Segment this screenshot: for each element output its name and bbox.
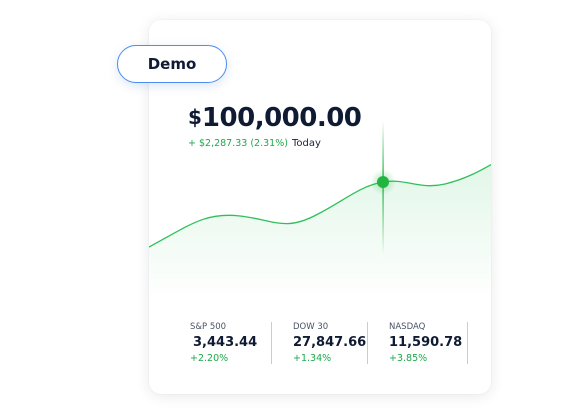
- daily-change: + $2,287.33 (2.31%) Today: [188, 138, 321, 149]
- change-period: Today: [291, 138, 321, 149]
- index-dow30: DOW 30 27,847.66 +1.34%: [282, 322, 368, 366]
- balance-amount: 100,000.00: [201, 103, 362, 133]
- index-value: 3,443.44: [193, 335, 258, 350]
- account-balance: $100,000.00: [188, 103, 362, 133]
- index-change: +3.85%: [389, 353, 428, 364]
- index-nasdaq: NASDAQ 11,590.78 +3.85%: [378, 322, 468, 366]
- index-value: 11,590.78: [389, 335, 463, 350]
- change-value: + $2,287.33 (2.31%): [188, 138, 288, 149]
- index-value: 27,847.66: [293, 335, 367, 350]
- index-change: +2.20%: [190, 353, 229, 364]
- currency-symbol: $: [188, 105, 202, 129]
- demo-badge-button[interactable]: Demo: [117, 45, 227, 83]
- index-sp500: S&P 500 3,443.44 +2.20%: [190, 322, 272, 366]
- index-name: DOW 30: [293, 322, 329, 332]
- index-change: +1.34%: [293, 353, 332, 364]
- index-name: NASDAQ: [389, 322, 426, 332]
- market-indices: S&P 500 3,443.44 +2.20% DOW 30 27,847.66…: [190, 322, 478, 366]
- index-name: S&P 500: [190, 322, 227, 332]
